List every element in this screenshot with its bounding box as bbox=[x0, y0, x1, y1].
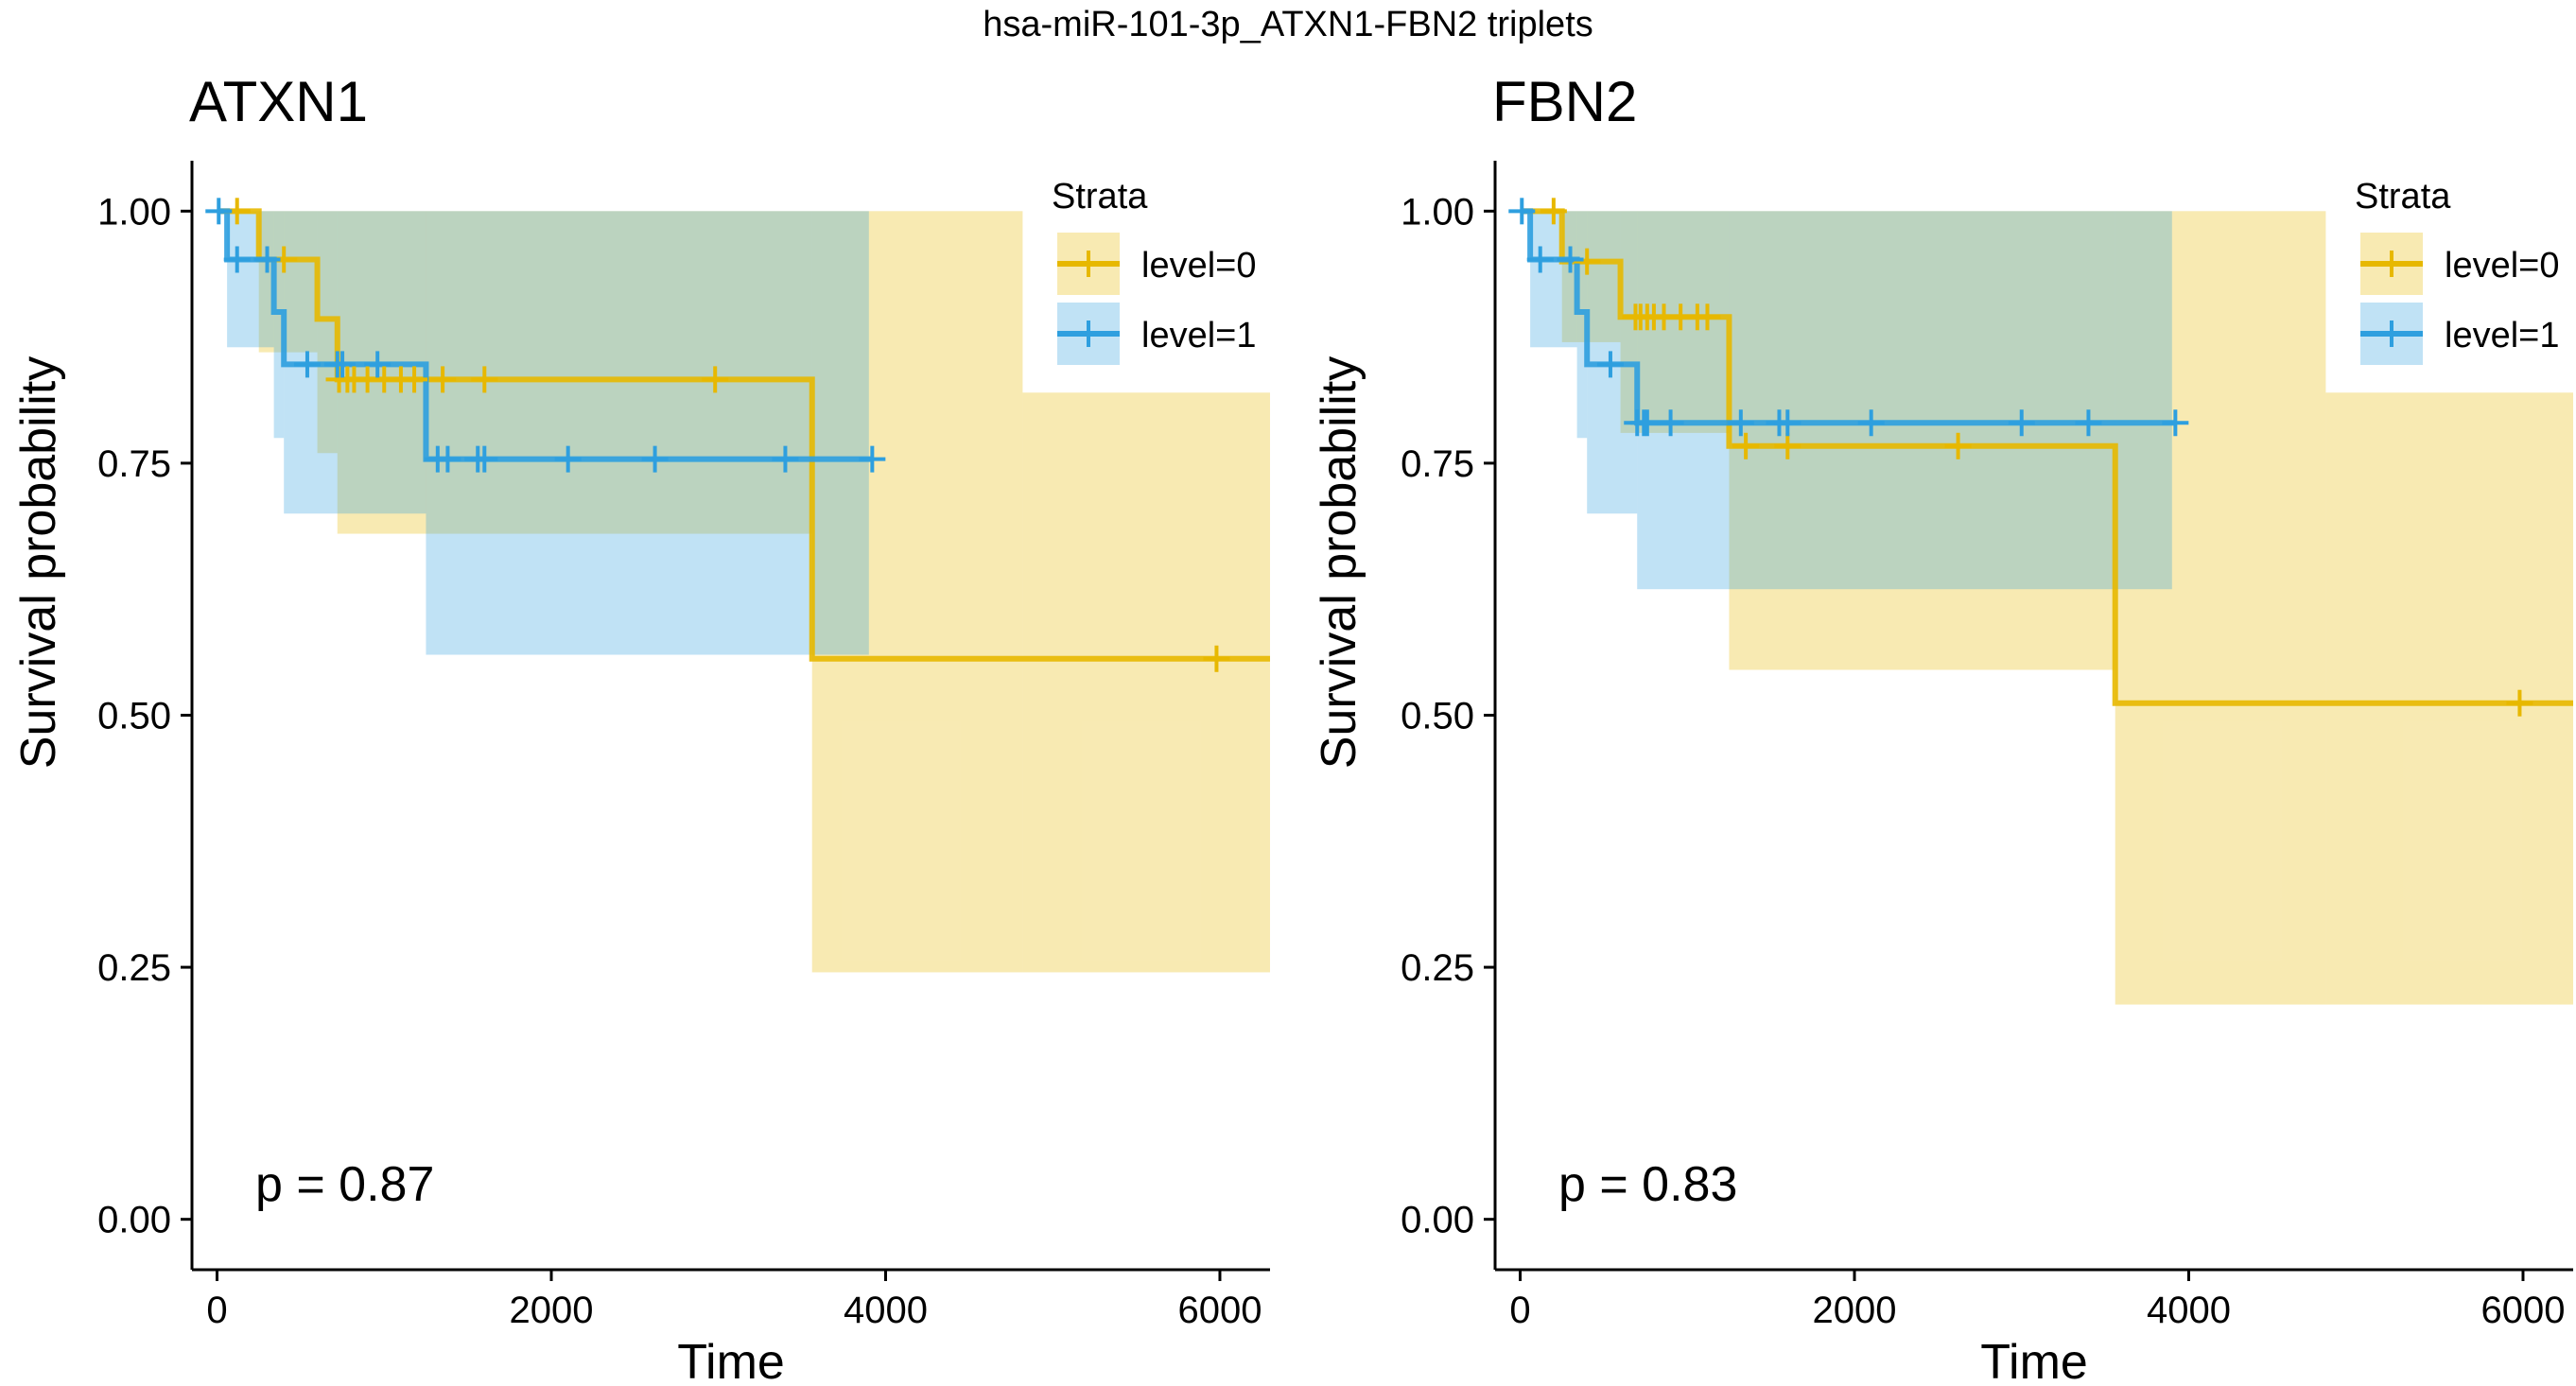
x-tick-label: 6000 bbox=[2480, 1290, 2565, 1331]
x-tick-label: 0 bbox=[206, 1290, 227, 1331]
axes: 0.00 0.25 0.50 0.75 1.00 0 2000 4000 6000 bbox=[97, 161, 1270, 1331]
y-tick-label: 0.50 bbox=[1401, 696, 1474, 737]
legend-title: Strata bbox=[2355, 177, 2451, 217]
legend-label-level0: level=0 bbox=[1141, 246, 1256, 286]
plot-area: 0.00 0.25 0.50 0.75 1.00 0 2000 4000 6000 bbox=[1401, 161, 2573, 1331]
survival-curve-level1 bbox=[217, 208, 873, 462]
axes: 0.00 0.25 0.50 0.75 1.00 0 2000 4000 6000 bbox=[1401, 161, 2573, 1331]
ci-band-level0 bbox=[1729, 211, 2115, 670]
p-value: p = 0.87 bbox=[255, 1157, 434, 1212]
ci-band-level0 bbox=[337, 211, 812, 534]
ci-band-level1 bbox=[227, 211, 274, 348]
survival-curve-level0 bbox=[217, 208, 1270, 662]
y-tick-label: 1.00 bbox=[1401, 191, 1474, 233]
survival-curves bbox=[217, 208, 1270, 662]
x-tick-label: 6000 bbox=[1177, 1290, 1262, 1331]
panel-title: FBN2 bbox=[1492, 70, 1637, 133]
ci-band-level0 bbox=[2115, 211, 2326, 1005]
ci-band-level0 bbox=[1561, 211, 1621, 342]
panel-atxn1: ATXN1 0.000.250.500.751.000 2000 4000 6000 … bbox=[11, 70, 1270, 1386]
y-tick-label: 0.50 bbox=[97, 696, 171, 737]
y-tick-label: 1.00 bbox=[97, 191, 171, 233]
ci-band-level1 bbox=[273, 211, 285, 439]
y-tick-label: 0.75 bbox=[97, 443, 171, 485]
ci-band-level0 bbox=[317, 211, 338, 454]
ci-band-level1 bbox=[426, 211, 869, 655]
ci-band-level0 bbox=[2325, 392, 2573, 1005]
ci-band-level0 bbox=[1022, 392, 1270, 973]
y-tick-label: 0.25 bbox=[97, 947, 171, 989]
legend-label-level1: level=1 bbox=[2445, 316, 2559, 355]
x-tick-label: 4000 bbox=[844, 1290, 928, 1331]
y-tick-label: 0.75 bbox=[1401, 443, 1474, 485]
x-tick-label: 4000 bbox=[2147, 1290, 2231, 1331]
ci-bands bbox=[227, 211, 1270, 973]
y-tick-label: 0.00 bbox=[1401, 1200, 1474, 1241]
legend: Strata level=0 level=1 bbox=[1052, 177, 1256, 365]
censor-marks bbox=[1508, 198, 2533, 717]
ci-band-level1 bbox=[1637, 211, 2172, 590]
legend-title: Strata bbox=[1052, 177, 1148, 217]
x-tick-label: 0 bbox=[1509, 1290, 1530, 1331]
ci-band-level0 bbox=[258, 211, 318, 353]
plot-area: 0.00 0.25 0.50 0.75 1.00 0 2000 4000 6000 bbox=[97, 161, 1270, 1331]
ci-band-level0 bbox=[811, 211, 1023, 973]
figure-title: hsa-miR-101-3p_ATXN1-FBN2 triplets bbox=[983, 5, 1593, 44]
p-value: p = 0.83 bbox=[1558, 1157, 1737, 1212]
y-axis-label: Survival probability bbox=[11, 356, 66, 769]
legend: Strata level=0 level=1 bbox=[2355, 177, 2559, 365]
x-tick-label: 2000 bbox=[1813, 1290, 1897, 1331]
survival-curve-level1 bbox=[1520, 208, 2176, 426]
y-tick-label: 0.25 bbox=[1401, 947, 1474, 989]
x-axis-label: Time bbox=[1980, 1335, 2088, 1386]
x-axis-label: Time bbox=[677, 1335, 785, 1386]
x-tick-label: 2000 bbox=[510, 1290, 594, 1331]
ci-band-level1 bbox=[1576, 211, 1588, 439]
censor-marks bbox=[205, 198, 1230, 672]
legend-label-level1: level=1 bbox=[1141, 316, 1256, 355]
y-axis-label: Survival probability bbox=[1312, 356, 1366, 769]
ci-band-level1 bbox=[1530, 211, 1577, 348]
panel-title: ATXN1 bbox=[189, 70, 368, 133]
y-tick-label: 0.00 bbox=[97, 1200, 171, 1241]
legend-label-level0: level=0 bbox=[2445, 246, 2559, 286]
panel-fbn2: FBN2 0.00 0.25 0.50 0.75 1.00 0 2000 4000 6000 S… bbox=[1312, 70, 2573, 1386]
